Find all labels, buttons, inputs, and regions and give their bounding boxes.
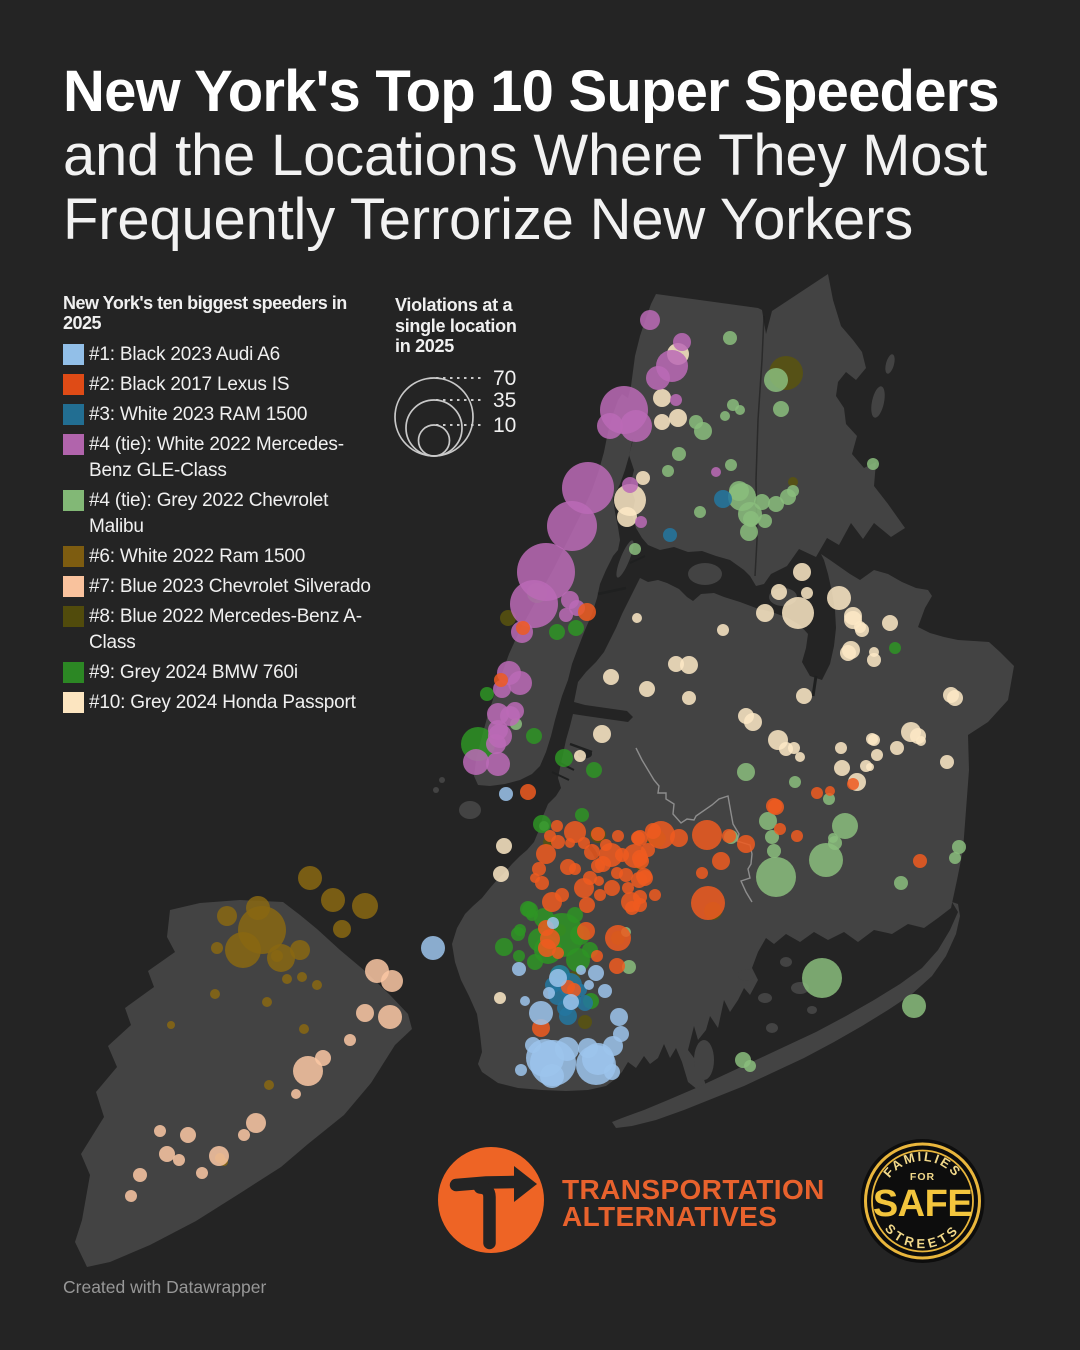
svg-text:FOR: FOR [910, 1171, 935, 1183]
svg-text:35: 35 [493, 389, 516, 412]
svg-text:70: 70 [493, 367, 516, 390]
svg-text:SAFE: SAFE [873, 1183, 972, 1225]
svg-text:10: 10 [493, 414, 516, 437]
